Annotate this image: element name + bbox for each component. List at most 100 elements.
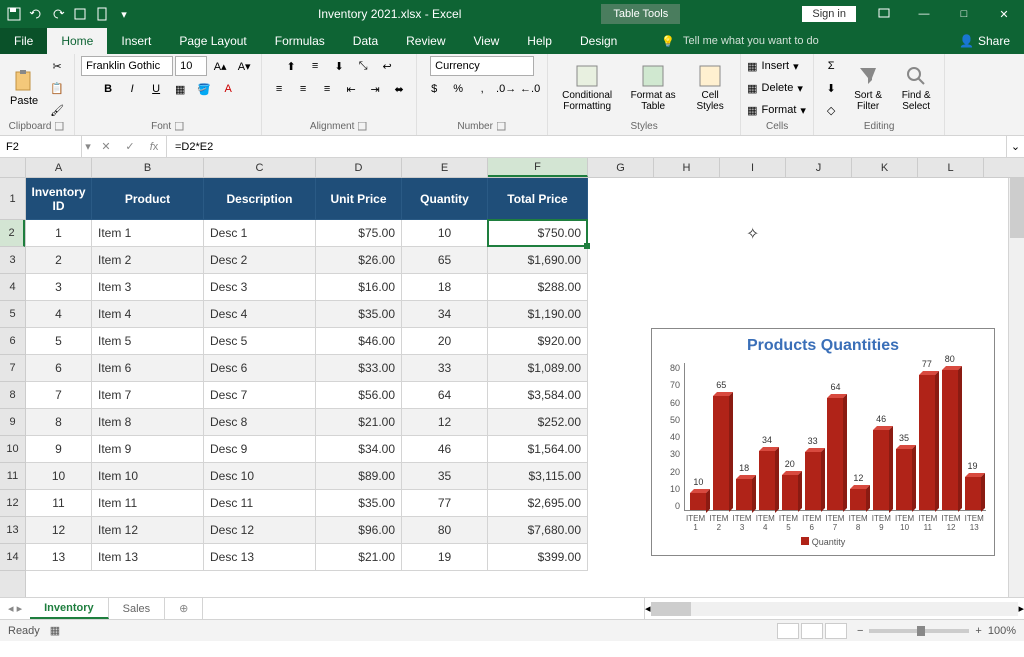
paste-button[interactable]: Paste xyxy=(6,67,42,109)
dialog-launcher-icon[interactable] xyxy=(55,122,65,132)
cell[interactable]: 1 xyxy=(26,220,92,247)
underline-icon[interactable]: U xyxy=(145,79,167,99)
zoom-slider[interactable] xyxy=(869,629,969,633)
cancel-formula-icon[interactable]: ✕ xyxy=(94,136,118,157)
chart-bar[interactable]: 64 xyxy=(827,398,843,510)
tab-formulas[interactable]: Formulas xyxy=(261,28,339,54)
scroll-thumb[interactable] xyxy=(1010,178,1024,238)
clear-icon[interactable]: ◇ xyxy=(820,100,842,120)
add-sheet-button[interactable]: ⊕ xyxy=(165,598,203,619)
cell[interactable]: Desc 3 xyxy=(204,274,316,301)
tab-help[interactable]: Help xyxy=(513,28,566,54)
merge-icon[interactable]: ⬌ xyxy=(388,79,410,99)
row-header[interactable]: 6 xyxy=(0,328,25,355)
align-middle-icon[interactable]: ≡ xyxy=(304,56,326,76)
cell[interactable]: 7 xyxy=(26,382,92,409)
new-icon[interactable] xyxy=(92,4,112,24)
column-header[interactable]: L xyxy=(918,158,984,177)
cell[interactable]: Item 4 xyxy=(92,301,204,328)
expand-formula-icon[interactable]: ⌄ xyxy=(1006,136,1024,157)
cell[interactable]: 19 xyxy=(402,544,488,571)
chart-bar[interactable]: 35 xyxy=(896,449,912,510)
chart-bar[interactable]: 12 xyxy=(850,489,866,510)
column-header[interactable]: B xyxy=(92,158,204,177)
chart-bar[interactable]: 65 xyxy=(713,396,729,510)
horizontal-scrollbar[interactable]: ◂▸ xyxy=(644,598,1024,619)
minimize-icon[interactable]: — xyxy=(904,0,944,28)
border-icon[interactable]: ▦ xyxy=(169,79,191,99)
cell[interactable]: $750.00 xyxy=(488,220,588,247)
macro-icon[interactable]: ▦ xyxy=(50,624,60,637)
decrease-font-icon[interactable]: A▾ xyxy=(233,56,255,76)
zoom-out-icon[interactable]: − xyxy=(857,625,863,637)
cell[interactable]: $1,690.00 xyxy=(488,247,588,274)
cell[interactable]: $1,564.00 xyxy=(488,436,588,463)
find-select-button[interactable]: Find & Select xyxy=(894,62,938,114)
format-painter-icon[interactable]: 🖌 xyxy=(46,100,68,120)
close-icon[interactable]: ✕ xyxy=(984,0,1024,28)
maximize-icon[interactable]: □ xyxy=(944,0,984,28)
wrap-text-icon[interactable]: ↩ xyxy=(376,56,398,76)
insert-cells-button[interactable]: ▦ Insert ▾ xyxy=(747,56,807,76)
italic-icon[interactable]: I xyxy=(121,79,143,99)
cell[interactable]: Desc 6 xyxy=(204,355,316,382)
cell[interactable]: Item 10 xyxy=(92,463,204,490)
fill-icon[interactable]: ⬇ xyxy=(820,78,842,98)
cell[interactable]: $252.00 xyxy=(488,409,588,436)
cell[interactable]: 64 xyxy=(402,382,488,409)
redo-icon[interactable] xyxy=(48,4,68,24)
row-header[interactable]: 1 xyxy=(0,178,25,220)
cell[interactable]: Item 6 xyxy=(92,355,204,382)
pagelayout-view-icon[interactable] xyxy=(801,623,823,639)
table-header-cell[interactable]: Description xyxy=(204,178,316,220)
cell[interactable]: 10 xyxy=(26,463,92,490)
fx-icon[interactable]: fx xyxy=(142,136,166,157)
dialog-launcher-icon[interactable] xyxy=(497,122,507,132)
cell[interactable]: $16.00 xyxy=(316,274,402,301)
cell[interactable]: 4 xyxy=(26,301,92,328)
cell[interactable]: $33.00 xyxy=(316,355,402,382)
increase-indent-icon[interactable]: ⇥ xyxy=(364,79,386,99)
copy-icon[interactable]: 📋 xyxy=(46,78,68,98)
fill-color-icon[interactable]: 🪣 xyxy=(193,79,215,99)
cell[interactable]: Item 13 xyxy=(92,544,204,571)
cut-icon[interactable]: ✂ xyxy=(46,56,68,76)
chart-products-quantities[interactable]: Products Quantities 80706050403020100 10… xyxy=(651,328,995,556)
cell[interactable]: Desc 7 xyxy=(204,382,316,409)
cell[interactable]: 20 xyxy=(402,328,488,355)
table-header-cell[interactable]: Product xyxy=(92,178,204,220)
align-bottom-icon[interactable]: ⬇ xyxy=(328,56,350,76)
chart-bar[interactable]: 46 xyxy=(873,430,889,511)
sort-filter-button[interactable]: Sort & Filter xyxy=(846,62,890,114)
cell[interactable]: $21.00 xyxy=(316,409,402,436)
cell[interactable]: 8 xyxy=(26,409,92,436)
cell[interactable]: Item 8 xyxy=(92,409,204,436)
cell[interactable]: $35.00 xyxy=(316,301,402,328)
cell[interactable]: Item 1 xyxy=(92,220,204,247)
chart-bar[interactable]: 19 xyxy=(965,477,981,510)
increase-font-icon[interactable]: A▴ xyxy=(209,56,231,76)
qat-icon[interactable] xyxy=(70,4,90,24)
cell[interactable]: Desc 8 xyxy=(204,409,316,436)
row-header[interactable]: 5 xyxy=(0,301,25,328)
tab-design[interactable]: Design xyxy=(566,28,631,54)
cell[interactable]: 80 xyxy=(402,517,488,544)
cell[interactable]: $920.00 xyxy=(488,328,588,355)
cell[interactable]: $288.00 xyxy=(488,274,588,301)
tellme-search[interactable]: 💡 Tell me what you want to do xyxy=(661,28,818,54)
tab-file[interactable]: File xyxy=(0,28,47,54)
dialog-launcher-icon[interactable] xyxy=(358,122,368,132)
align-top-icon[interactable]: ⬆ xyxy=(280,56,302,76)
qat-dropdown-icon[interactable]: ▾ xyxy=(114,4,134,24)
autosum-icon[interactable]: Σ xyxy=(820,56,842,76)
cell[interactable]: 46 xyxy=(402,436,488,463)
cell[interactable]: 77 xyxy=(402,490,488,517)
cell[interactable]: $2,695.00 xyxy=(488,490,588,517)
cell[interactable]: $1,190.00 xyxy=(488,301,588,328)
cell[interactable]: 2 xyxy=(26,247,92,274)
row-header[interactable]: 9 xyxy=(0,409,25,436)
chart-bar[interactable]: 10 xyxy=(690,493,706,511)
cell[interactable]: $75.00 xyxy=(316,220,402,247)
table-header-cell[interactable]: Quantity xyxy=(402,178,488,220)
select-all-corner[interactable] xyxy=(0,158,25,178)
